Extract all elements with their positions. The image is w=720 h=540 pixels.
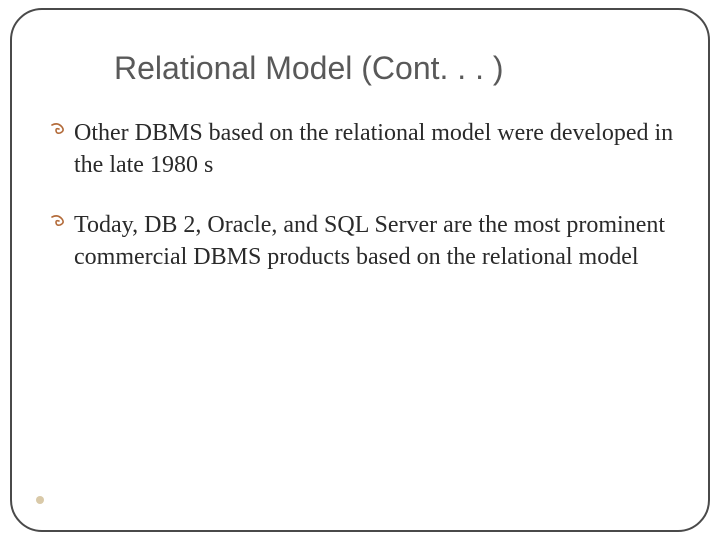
curl-icon: [50, 117, 70, 147]
list-item: Today, DB 2, Oracle, and SQL Server are …: [50, 209, 676, 273]
bullet-list: Other DBMS based on the relational model…: [50, 117, 676, 273]
slide-title: Relational Model (Cont. . . ): [114, 50, 676, 87]
bullet-text: Other DBMS based on the relational model…: [74, 117, 676, 181]
bullet-text: Today, DB 2, Oracle, and SQL Server are …: [74, 209, 676, 273]
list-item: Other DBMS based on the relational model…: [50, 117, 676, 181]
slide-frame: Relational Model (Cont. . . ) Other DBMS…: [10, 8, 710, 532]
curl-icon: [50, 209, 70, 239]
page-indicator-dot: [36, 496, 44, 504]
